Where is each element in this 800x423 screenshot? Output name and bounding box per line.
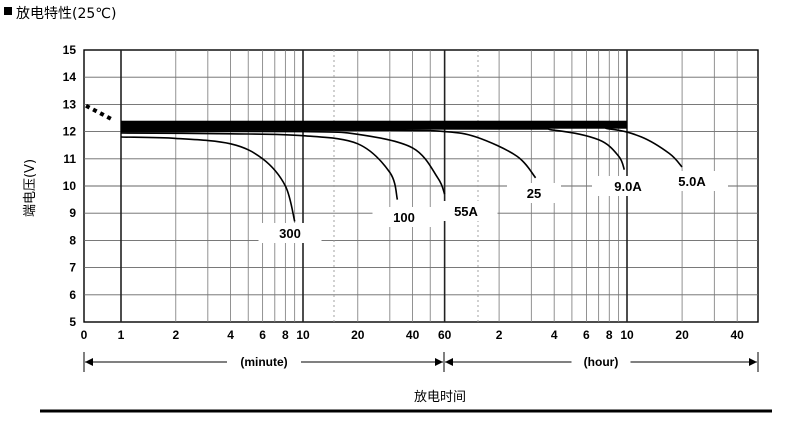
curve-label-0: 300	[279, 226, 301, 241]
x-tick-label: 1	[118, 328, 125, 342]
y-tick-label: 12	[63, 125, 77, 139]
y-tick-label: 5	[69, 315, 76, 329]
y-tick-label: 7	[69, 261, 76, 275]
curve-label-1: 100	[393, 210, 415, 225]
x-tick-label: 2	[496, 328, 503, 342]
series-line-4	[120, 128, 626, 170]
curve-label-bg	[434, 201, 498, 221]
minute-unit-label: (minute)	[240, 355, 287, 369]
x-tick-label: 6	[583, 328, 590, 342]
x-tick-label: 40	[406, 328, 420, 342]
x-tick-label: 4	[227, 328, 234, 342]
series-lines	[85, 103, 683, 222]
x-tick-label: 4	[551, 328, 558, 342]
curve-label-bg	[372, 207, 436, 227]
y-tick-label: 14	[63, 70, 77, 84]
curve-label-5: 5.0A	[678, 174, 706, 189]
y-tick-label: 11	[63, 152, 76, 166]
x-tick-label: 0	[81, 328, 88, 342]
series-line-3	[120, 129, 537, 179]
x-tick-label: 2	[172, 328, 179, 342]
y-tick-label: 13	[63, 97, 77, 111]
curve-label-3: 25	[527, 186, 541, 201]
y-tick-label: 8	[69, 233, 76, 247]
y-tick-label: 15	[63, 43, 77, 57]
curve-label-bg	[592, 176, 664, 196]
chart-title: 放电特性(25℃)	[16, 6, 116, 22]
hour-unit-right-arrow	[749, 358, 757, 366]
y-tick-label: 10	[63, 179, 77, 193]
y-tick-label: 6	[69, 288, 76, 302]
series-line-5	[120, 126, 683, 168]
x-tick-label: 8	[606, 328, 613, 342]
x-tick-label: 20	[351, 328, 365, 342]
title-marker	[4, 7, 12, 15]
curve-labels: 300 100 55A 25 9.0A 5.0A	[4, 7, 728, 243]
y-tick-label: 9	[69, 206, 76, 220]
x-tick-label: 10	[620, 328, 634, 342]
x-tick-label: 10	[296, 328, 310, 342]
y-axis-label: 端电压(V)	[23, 159, 38, 217]
x-tick-label: 6	[259, 328, 266, 342]
curve-label-bg	[656, 171, 728, 191]
plateau-band	[121, 120, 627, 129]
series-line-0	[120, 136, 296, 222]
x-tick-label: 60	[438, 328, 452, 342]
start-dash	[85, 103, 113, 122]
x-tick-label: 40	[730, 328, 744, 342]
curve-label-bg	[258, 223, 322, 243]
grid	[83, 49, 759, 323]
hour-unit-left-arrow	[445, 358, 453, 366]
series-line-1	[120, 132, 399, 200]
curve-label-2: 55A	[454, 204, 478, 219]
minute-unit-right-arrow	[435, 358, 443, 366]
x-axis-label: 放电时间	[414, 390, 466, 405]
x-tick-label: 8	[282, 328, 289, 342]
series-line-2	[120, 130, 446, 195]
hour-unit-label: (hour)	[584, 355, 619, 369]
curve-label-4: 9.0A	[614, 179, 642, 194]
minute-unit-left-arrow	[85, 358, 93, 366]
x-tick-label: 20	[675, 328, 689, 342]
curve-label-bg	[507, 183, 561, 203]
